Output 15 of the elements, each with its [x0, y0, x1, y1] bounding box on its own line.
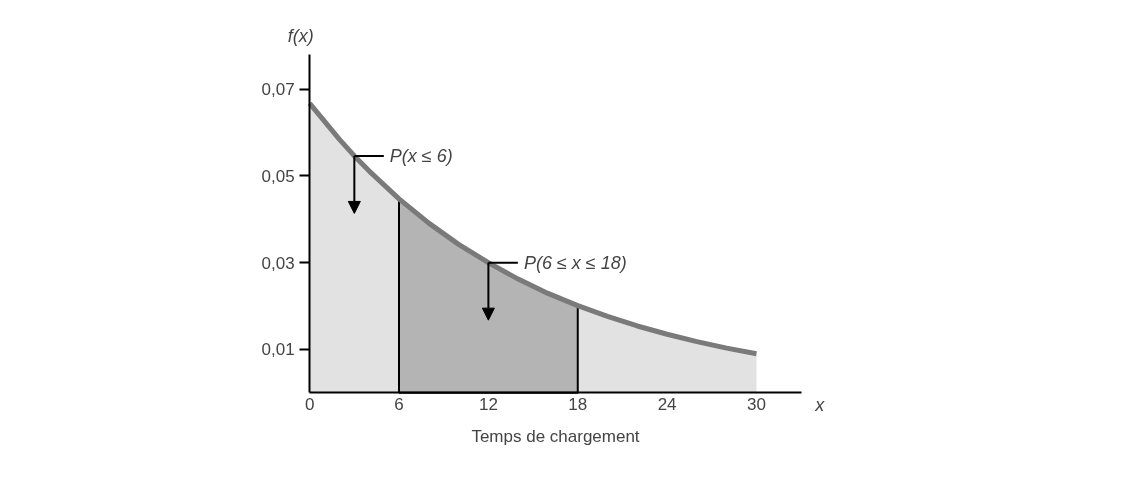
- y-tick-label: 0,07: [261, 80, 295, 100]
- x-tick-label: 12: [478, 394, 498, 414]
- y-tick-label: 0,03: [261, 253, 295, 273]
- x-tick-label: 18: [568, 394, 588, 414]
- y-tick-label: 0,01: [261, 340, 295, 360]
- text: x: [814, 394, 826, 415]
- annotation: P(x ≤ 6): [389, 145, 453, 166]
- x-axis-title: Temps de chargement: [471, 426, 640, 446]
- y-tick-label: 0,05: [261, 166, 295, 186]
- y-axis-title: f(x): [287, 26, 314, 47]
- x-tick-label: 30: [747, 394, 766, 414]
- x-tick-label: 0: [304, 394, 315, 414]
- x-tick-label: 24: [657, 394, 677, 414]
- annotation: P(6 ≤ x ≤ 18): [523, 252, 627, 273]
- x-tick-label: 6: [394, 394, 404, 414]
